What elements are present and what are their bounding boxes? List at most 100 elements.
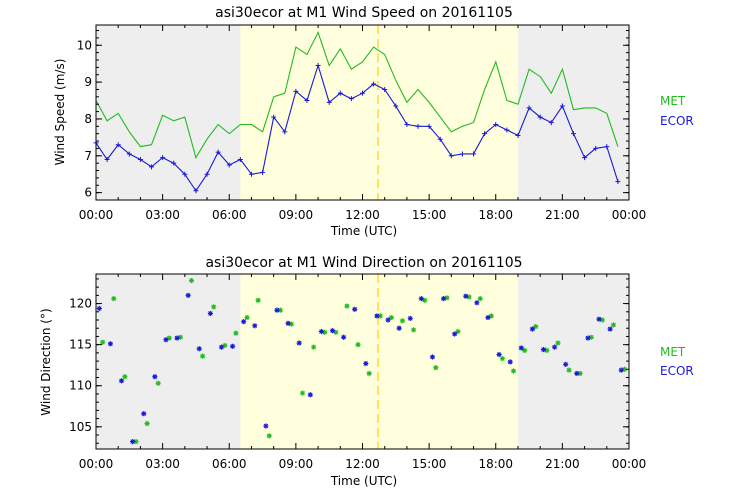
- ecor-data-point: [418, 296, 424, 302]
- ecor-data-point: [141, 411, 147, 417]
- ecor-data-point: [118, 378, 125, 384]
- ecor-data-point: [252, 323, 258, 329]
- met-data-point: [366, 370, 372, 377]
- ecor-data-point: [248, 171, 254, 177]
- met-data-point: [433, 365, 439, 371]
- met-data-point: [155, 380, 161, 386]
- ecor-data-point: [537, 114, 543, 120]
- ecor-data-point: [337, 90, 343, 96]
- ecor-data-point: [515, 133, 521, 139]
- ecor-data-point: [407, 315, 413, 321]
- ecor-data-point: [540, 346, 547, 353]
- x-tick-label: 00:00: [79, 457, 114, 471]
- ecor-data-point: [185, 292, 191, 298]
- ecor-data-point: [115, 142, 121, 148]
- ecor-data-point: [107, 341, 114, 347]
- ecor-data-point: [237, 156, 243, 162]
- ecor-data-point: [596, 316, 602, 322]
- ecor-data-point: [360, 90, 365, 96]
- met-data-point: [222, 342, 228, 349]
- x-tick-label: 03:00: [145, 457, 180, 471]
- x-tick-label: 18:00: [478, 457, 513, 471]
- met-data-point: [277, 307, 283, 313]
- x-tick-label: 15:00: [412, 457, 447, 471]
- ecor-data-point: [518, 345, 524, 351]
- x-tick-label: 12:00: [345, 208, 380, 222]
- ecor-data-point: [618, 367, 624, 373]
- ecor-data-point: [207, 310, 213, 317]
- wind-direction-title: asi30ecor at M1 Wind Direction on 201611…: [205, 255, 522, 271]
- met-data-point: [133, 439, 139, 445]
- x-tick-label: 03:00: [145, 208, 180, 222]
- ecor-data-point: [504, 127, 510, 133]
- wind-direction-x-label: Time (UTC): [330, 474, 397, 488]
- daylight-shade: [240, 274, 518, 449]
- y-tick-label: 9: [84, 75, 92, 89]
- x-tick-label: 12:00: [345, 457, 380, 471]
- ecor-data-point: [507, 359, 513, 365]
- ecor-data-point: [307, 392, 313, 398]
- met-data-point: [566, 367, 572, 373]
- ecor-data-point: [393, 103, 399, 109]
- met-data-point: [544, 347, 550, 354]
- x-tick-label: 21:00: [545, 208, 580, 222]
- ecor-data-point: [474, 300, 480, 306]
- ecor-data-point: [529, 326, 535, 332]
- met-data-point: [533, 323, 539, 330]
- ecor-data-point: [174, 335, 180, 341]
- ecor-data-point: [593, 145, 599, 151]
- met-data-point: [522, 347, 528, 354]
- ecor-data-point: [496, 351, 502, 358]
- ecor-data-point: [452, 331, 458, 337]
- ecor-data-point: [374, 313, 380, 319]
- legend-met: MET: [660, 94, 686, 108]
- ecor-data-point: [126, 151, 132, 157]
- met-data-point: [599, 317, 605, 323]
- ecor-data-point: [485, 314, 491, 321]
- ecor-data-point: [104, 156, 110, 162]
- ecor-data-point: [371, 81, 377, 87]
- met-data-point: [200, 353, 206, 359]
- y-tick-label: 115: [69, 338, 92, 352]
- met-data-point: [144, 420, 150, 427]
- met-data-point: [588, 334, 594, 340]
- y-tick-label: 10: [77, 38, 92, 52]
- ecor-data-point: [204, 171, 210, 177]
- ecor-data-point: [163, 337, 169, 343]
- met-data-point: [455, 328, 461, 335]
- met-data-point: [377, 313, 383, 319]
- met-series-line: [95, 30, 619, 159]
- y-tick-label: 105: [69, 420, 92, 434]
- x-tick-label: 18:00: [478, 208, 513, 222]
- ecor-data-point: [440, 296, 447, 302]
- met-data-point: [322, 329, 328, 335]
- y-tick-label: 8: [84, 112, 92, 126]
- ecor-data-point: [282, 129, 288, 135]
- met-data-point: [288, 321, 295, 327]
- ecor-data-point: [229, 343, 236, 349]
- ecor-data-point: [582, 155, 588, 161]
- ecor-data-point: [193, 188, 199, 194]
- y-tick-label: 7: [84, 149, 92, 163]
- ecor-data-point: [348, 96, 354, 102]
- ecor-data-point: [482, 131, 488, 137]
- met-data-point: [177, 334, 183, 340]
- met-data-point: [122, 374, 128, 380]
- x-tick-label: 00:00: [79, 208, 114, 222]
- ecor-data-point: [448, 153, 454, 159]
- wind-speed-title: asi30ecor at M1 Wind Speed on 20161105: [215, 5, 513, 21]
- ecor-data-point: [152, 374, 158, 380]
- x-tick-label: 06:00: [212, 208, 247, 222]
- ecor-data-point: [171, 160, 177, 166]
- wind-direction-y-label: Wind Direction (°): [39, 308, 53, 415]
- ecor-data-point: [526, 105, 532, 111]
- wind-speed-y-label: Wind Speed (m/s): [53, 59, 67, 166]
- ecor-data-point: [352, 306, 358, 312]
- ecor-data-point: [130, 439, 136, 445]
- ecor-data-point: [604, 144, 610, 150]
- ecor-data-point: [274, 307, 280, 313]
- met-data-point: [233, 330, 239, 336]
- wind-speed-panel: asi30ecor at M1 Wind Speed on 20161105 0…: [53, 5, 694, 238]
- met-data-point: [621, 366, 628, 372]
